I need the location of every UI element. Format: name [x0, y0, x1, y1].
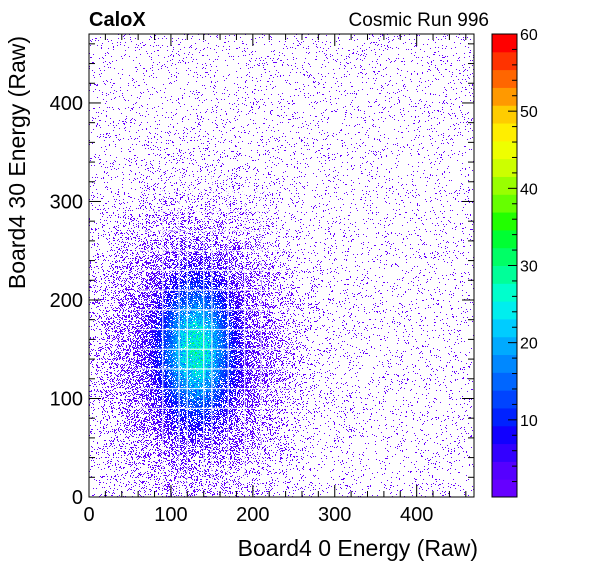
color-scale-band [492, 301, 517, 320]
color-scale-band [492, 176, 517, 195]
empty-bin-lines [138, 171, 294, 488]
color-scale-band [492, 336, 517, 356]
color-scale-band [492, 318, 517, 338]
color-scale-band [492, 354, 517, 373]
color-scale-band [492, 158, 517, 177]
color-scale-band [492, 479, 517, 498]
y-tick-label: 100 [50, 388, 83, 410]
color-scale-band [492, 51, 517, 71]
x-tick-label: 200 [236, 504, 269, 526]
heatmap-image [89, 34, 474, 497]
color-scale-band [492, 105, 517, 124]
color-scale-band [492, 212, 517, 231]
color-scale-band [492, 69, 517, 88]
color-scale-band [492, 443, 517, 462]
y-tick-label: 300 [50, 191, 83, 213]
color-scale-band [492, 265, 517, 284]
color-scale-band [492, 87, 517, 106]
color-scale-band [492, 229, 517, 249]
plot-frame [88, 33, 475, 498]
color-scale-band [492, 407, 517, 427]
x-tick-label: 300 [318, 504, 351, 526]
x-axis-title: Board4 0 Energy (Raw) [238, 535, 478, 561]
color-scale-band [492, 390, 517, 409]
x-tick-label: 0 [83, 504, 94, 526]
color-scale-band [492, 283, 517, 302]
run-label: Cosmic Run 996 [349, 10, 489, 31]
color-scale-band [492, 461, 517, 480]
y-tick-label: 400 [50, 93, 83, 115]
y-axis: 0 100 200 300 400 [50, 43, 474, 509]
z-tick-label: 60 [520, 27, 538, 44]
color-scale-band [492, 123, 517, 142]
color-scale-band [492, 247, 517, 266]
color-scale-band [492, 34, 517, 53]
heatmap-layer [89, 34, 474, 497]
z-tick-label: 20 [520, 336, 538, 353]
color-scale: 10 20 30 40 50 60 [491, 27, 538, 498]
z-tick-label: 40 [520, 181, 538, 198]
x-tick-label: 400 [400, 504, 433, 526]
x-tick-label: 100 [154, 504, 187, 526]
x-axis: 0 100 200 300 400 [83, 34, 467, 526]
z-tick-label: 50 [520, 104, 538, 121]
color-scale-band [492, 372, 517, 391]
y-tick-label: 200 [50, 290, 83, 312]
experiment-label: CaloX [89, 9, 146, 31]
z-tick-label: 10 [520, 413, 538, 430]
color-scale-band [492, 425, 517, 445]
color-scale-band [492, 140, 517, 160]
y-axis-title: Board4 30 Energy (Raw) [4, 36, 30, 289]
y-tick-label: 0 [72, 487, 83, 509]
z-tick-label: 30 [520, 259, 538, 276]
color-scale-band [492, 194, 517, 213]
